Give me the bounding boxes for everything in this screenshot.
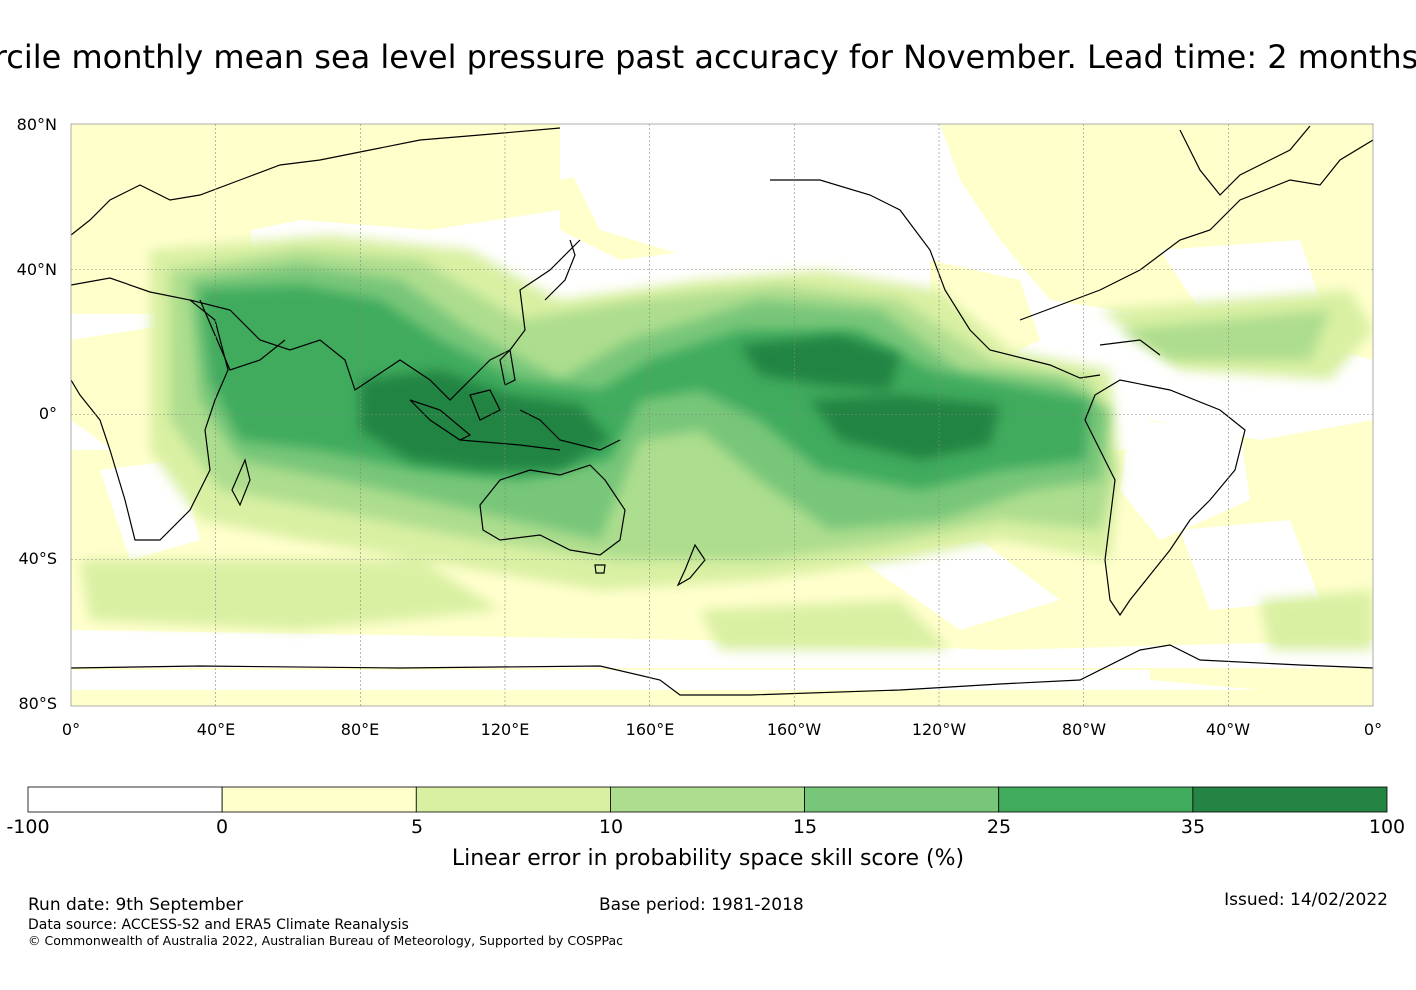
- lon-label: 120°W: [911, 720, 967, 739]
- colorbar-tick: 10: [598, 816, 624, 838]
- colorbar-tick: 0: [215, 816, 229, 838]
- lon-label: 80°W: [1061, 720, 1107, 739]
- colorbar-segment: [415, 786, 611, 813]
- colorbar-tick: 35: [1180, 816, 1206, 838]
- data-source: Data source: ACCESS-S2 and ERA5 Climate …: [28, 917, 409, 933]
- lat-label: 0°: [38, 404, 57, 423]
- colorbar-tick: -100: [6, 816, 50, 838]
- lat-label: 40°N: [16, 260, 57, 279]
- colorbar-label: Linear error in probability space skill …: [451, 846, 965, 871]
- lon-label: 80°E: [340, 720, 380, 739]
- colorbar-tick: 15: [792, 816, 818, 838]
- lon-label: 0°: [1363, 720, 1383, 739]
- copyright: © Commonwealth of Australia 2022, Austra…: [28, 933, 623, 948]
- issued-date: Issued: 14/02/2022: [1224, 890, 1388, 910]
- lon-label: 40°E: [196, 720, 236, 739]
- coastlines: [71, 125, 1373, 696]
- lat-label: 80°S: [18, 694, 57, 713]
- colorbar-segment: [1192, 786, 1388, 813]
- map-frame: [70, 123, 1374, 707]
- lon-label: 160°W: [766, 720, 822, 739]
- map-title: Tercile monthly mean sea level pressure …: [0, 38, 1416, 76]
- run-date: Run date: 9th September: [28, 895, 244, 915]
- graticule: [71, 124, 1373, 706]
- base-period: Base period: 1981-2018: [599, 895, 804, 915]
- colorbar-segment: [27, 786, 223, 813]
- lon-label: 0°: [61, 720, 81, 739]
- lon-label: 40°W: [1205, 720, 1251, 739]
- colorbar-tick: 25: [986, 816, 1012, 838]
- lon-label: 120°E: [480, 720, 530, 739]
- colorbar-tick: 5: [410, 816, 424, 838]
- colorbar: [27, 786, 1388, 813]
- colorbar-segment: [998, 786, 1194, 813]
- lat-label: 40°S: [18, 549, 57, 568]
- skill-band-35-100: [360, 335, 1000, 470]
- colorbar-segment: [221, 786, 417, 813]
- skill-field: [71, 124, 1373, 706]
- lon-label: 160°E: [625, 720, 675, 739]
- colorbar-tick: 100: [1368, 816, 1406, 838]
- colorbar-segment: [804, 786, 1000, 813]
- lat-label: 80°N: [16, 115, 57, 134]
- colorbar-segment: [610, 786, 805, 813]
